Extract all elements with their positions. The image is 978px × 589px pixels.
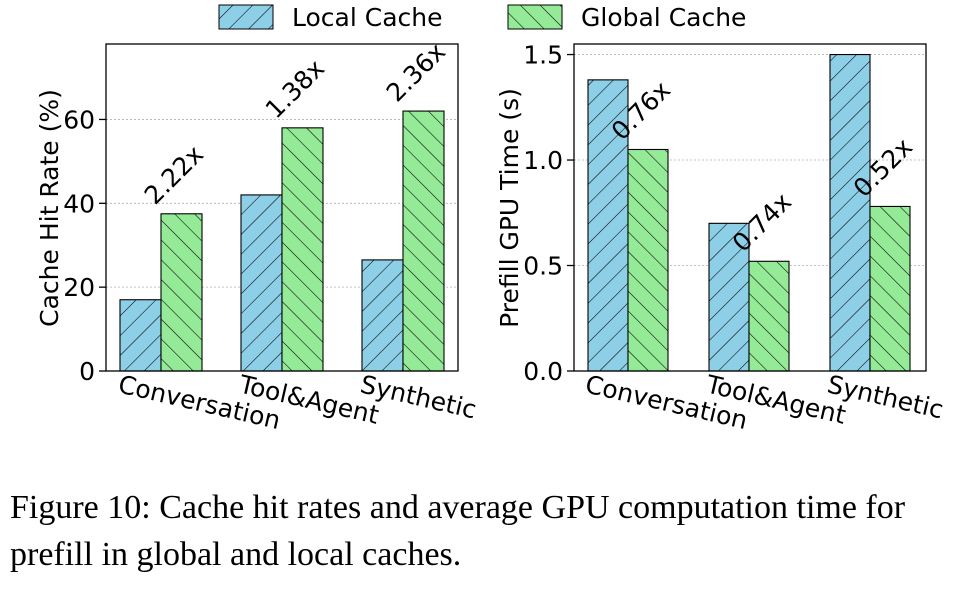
bar-global-1-hatch xyxy=(748,260,790,372)
legend-item-global: Global Cache xyxy=(507,3,746,32)
ratio-annotation: 2.22x xyxy=(139,140,209,210)
legend-label-global: Global Cache xyxy=(581,3,746,32)
bar-global-1-hatch xyxy=(281,127,324,372)
legend-swatch-global-hatch xyxy=(507,4,563,30)
ratio-annotation: 0.74x xyxy=(727,187,797,257)
ratio-annotation: 1.38x xyxy=(260,54,330,124)
y-tick-label: 0 xyxy=(79,357,95,386)
chart-0-ylabel: Cache Hit Rate (%) xyxy=(35,89,64,327)
chart-0-bars xyxy=(119,110,445,372)
bar-global-2-hatch xyxy=(402,110,445,372)
legend-label-local: Local Cache xyxy=(292,3,443,32)
chart-0-ticks: 0 20 40 60 xyxy=(63,105,106,386)
figure-charts: Local Cache Global Cache 0 20 40 60 Convers… xyxy=(35,3,946,435)
bar-local-2-hatch xyxy=(829,53,871,372)
y-tick-label: 0.0 xyxy=(523,357,563,386)
bar-local-1-hatch xyxy=(708,222,750,372)
bar-local-0-hatch xyxy=(587,79,629,372)
chart-1-ylabel: Prefill GPU Time (s) xyxy=(495,88,524,328)
figure-caption: Figure 10: Cache hit rates and average G… xyxy=(10,489,906,573)
bar-local-1-hatch xyxy=(240,194,283,372)
bar-local-2-hatch xyxy=(361,259,404,372)
y-tick-label: 20 xyxy=(63,273,95,302)
y-tick-label: 0.5 xyxy=(523,252,563,281)
bar-local-0-hatch xyxy=(119,299,162,372)
chart-prefill-gpu-time: 0.0 0.5 1.0 1.5 ConversationTool&AgentSynth… xyxy=(495,41,946,435)
bar-global-0-hatch xyxy=(627,148,669,372)
legend-swatch-local-hatch xyxy=(218,4,274,30)
y-tick-label: 40 xyxy=(63,189,95,218)
ratio-annotation: 2.36x xyxy=(381,37,451,107)
bar-global-0-hatch xyxy=(160,213,203,372)
chart-1-ticks: 0.0 0.5 1.0 1.5 xyxy=(523,41,574,386)
bar-global-2-hatch xyxy=(869,205,911,372)
legend-item-local: Local Cache xyxy=(218,3,443,32)
y-tick-label: 1.0 xyxy=(523,146,563,175)
y-tick-label: 60 xyxy=(63,105,95,134)
chart-1-bars xyxy=(587,53,911,372)
y-tick-label: 1.5 xyxy=(523,41,563,70)
chart-1-frame xyxy=(573,43,927,372)
legend: Local Cache Global Cache xyxy=(218,3,746,32)
chart-0-frame xyxy=(105,43,459,372)
